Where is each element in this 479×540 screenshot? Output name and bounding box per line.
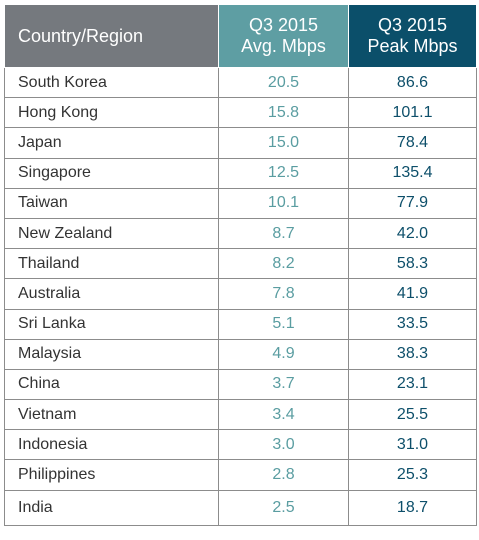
country-cell: Philippines [4,459,219,491]
country-cell: Malaysia [4,338,219,370]
country-cell: Singapore [4,157,219,189]
avg-mbps-cell: 15.8 [218,97,349,129]
avg-mbps-cell: 4.9 [218,338,349,370]
table-row: Australia 7.8 41.9 [4,278,477,310]
avg-mbps-cell: 8.7 [218,217,349,250]
table-row: Thailand 8.2 58.3 [4,248,477,280]
country-cell: Thailand [4,248,219,280]
country-cell: Indonesia [4,429,219,461]
avg-mbps-cell: 12.5 [218,157,349,189]
peak-mbps-cell: 33.5 [348,308,477,340]
peak-mbps-cell: 25.5 [348,399,477,431]
country-cell: India [4,489,219,526]
table-row: Sri Lanka 5.1 33.5 [4,308,477,340]
table-row: India 2.5 18.7 [4,489,477,526]
table-row: Singapore 12.5 135.4 [4,157,477,189]
table-row: Philippines 2.8 25.3 [4,459,477,491]
avg-mbps-cell: 15.0 [218,127,349,159]
peak-mbps-cell: 101.1 [348,97,477,129]
header-row: Country/Region Q3 2015 Avg. Mbps Q3 2015… [4,4,477,68]
country-cell: Sri Lanka [4,308,219,340]
peak-mbps-cell: 41.9 [348,278,477,310]
avg-mbps-cell: 7.8 [218,278,349,310]
peak-mbps-cell: 135.4 [348,157,477,189]
peak-mbps-cell: 38.3 [348,338,477,370]
header-avg-line1: Q3 2015 [248,15,319,35]
avg-mbps-cell: 3.4 [218,399,349,431]
peak-mbps-cell: 31.0 [348,429,477,461]
country-cell: Australia [4,278,219,310]
table-row: Japan 15.0 78.4 [4,127,477,159]
country-cell: Vietnam [4,399,219,431]
peak-mbps-cell: 23.1 [348,368,477,401]
avg-mbps-cell: 2.5 [218,489,349,526]
header-peak-line2: Peak Mbps [367,36,458,56]
speed-table-container: Country/Region Q3 2015 Avg. Mbps Q3 2015… [4,4,477,526]
country-cell: Japan [4,127,219,159]
table-row: Vietnam 3.4 25.5 [4,399,477,431]
peak-mbps-cell: 42.0 [348,217,477,250]
table-row: China 3.7 23.1 [4,368,477,401]
avg-mbps-cell: 3.7 [218,368,349,401]
header-peak-line1: Q3 2015 [377,15,448,35]
table-body: South Korea 20.5 86.6 Hong Kong 15.8 101.1 Jap… [4,66,477,526]
table-row: Hong Kong 15.8 101.1 [4,97,477,129]
peak-mbps-cell: 18.7 [348,489,477,526]
table-header: Country/Region Q3 2015 Avg. Mbps Q3 2015… [4,4,477,68]
country-cell: New Zealand [4,217,219,250]
country-cell: Taiwan [4,187,219,219]
avg-mbps-cell: 5.1 [218,308,349,340]
table-row: Taiwan 10.1 77.9 [4,187,477,219]
avg-mbps-cell: 2.8 [218,459,349,491]
avg-mbps-cell: 3.0 [218,429,349,461]
header-country: Country/Region [4,4,219,68]
peak-mbps-cell: 58.3 [348,248,477,280]
table-row: Indonesia 3.0 31.0 [4,429,477,461]
peak-mbps-cell: 25.3 [348,459,477,491]
header-avg-line2: Avg. Mbps [241,36,326,56]
peak-mbps-cell: 78.4 [348,127,477,159]
avg-mbps-cell: 10.1 [218,187,349,219]
speed-table: Country/Region Q3 2015 Avg. Mbps Q3 2015… [4,4,477,526]
peak-mbps-cell: 77.9 [348,187,477,219]
table-row: New Zealand 8.7 42.0 [4,217,477,250]
table-row: South Korea 20.5 86.6 [4,66,477,99]
peak-mbps-cell: 86.6 [348,66,477,99]
country-cell: South Korea [4,66,219,99]
table-row: Malaysia 4.9 38.3 [4,338,477,370]
header-peak-mbps: Q3 2015 Peak Mbps [348,4,477,68]
header-avg-mbps: Q3 2015 Avg. Mbps [218,4,349,68]
country-cell: China [4,368,219,401]
avg-mbps-cell: 20.5 [218,66,349,99]
country-cell: Hong Kong [4,97,219,129]
avg-mbps-cell: 8.2 [218,248,349,280]
